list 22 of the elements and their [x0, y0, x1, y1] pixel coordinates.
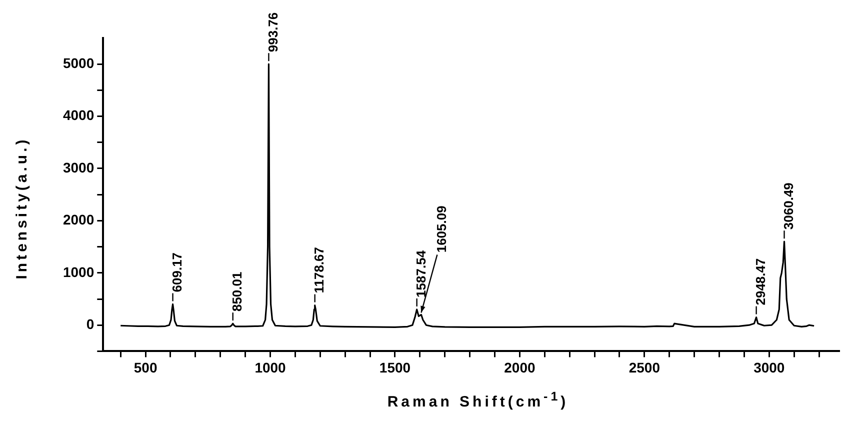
annotation: 1587.54 [413, 250, 428, 298]
annotation: 993.76 [265, 12, 280, 52]
annotation: 850.01 [229, 272, 244, 312]
y-tick-label: 3000 [62, 159, 94, 176]
x-tick-label: 500 [134, 359, 158, 376]
annotation: 3060.49 [780, 182, 796, 230]
y-tick-label: 0 [86, 316, 94, 332]
y-tick-label: 4000 [62, 107, 94, 124]
x-tick-label: 1500 [379, 359, 411, 376]
y-tick-label: 5000 [62, 54, 94, 71]
x-axis-title: Raman Shift(cm$^{-1}$) [387, 390, 569, 410]
x-tick-label: 3000 [754, 359, 785, 376]
x-tick-label: 2000 [504, 359, 536, 376]
y-tick-label: 2000 [62, 212, 94, 228]
y-axis-title: Intensity(a.u.) [14, 136, 30, 280]
x-tick-label: 1000 [254, 359, 286, 376]
x-tick-label: 2500 [628, 359, 660, 376]
annotation: 2948.47 [752, 258, 768, 306]
annotation: 1605.09 [434, 206, 449, 253]
annotation: 609.17 [169, 252, 184, 292]
annotation: 1178.67 [311, 246, 326, 294]
y-tick-label: 1000 [62, 264, 94, 280]
